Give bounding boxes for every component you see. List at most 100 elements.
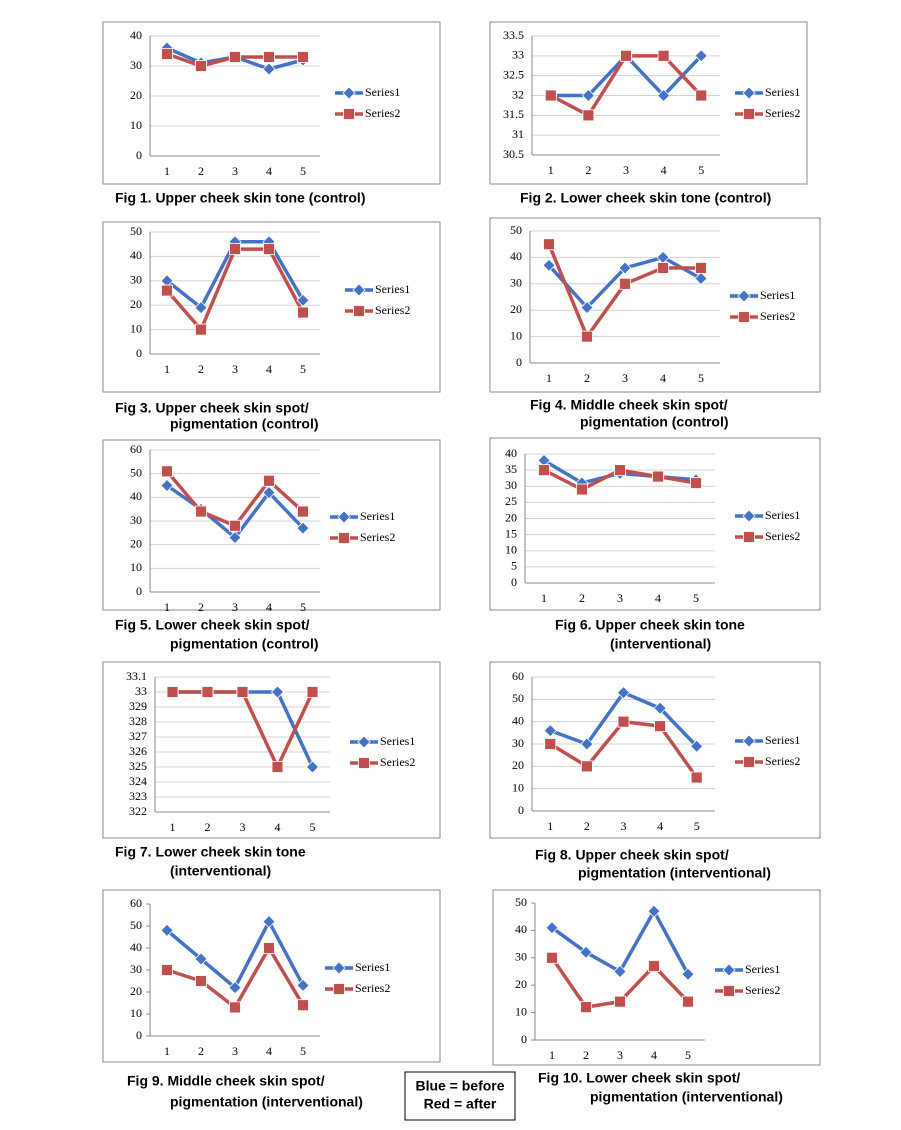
point [161,465,173,478]
caption: pigmentation (interventional) [170,1094,363,1110]
legend-marker [737,289,751,303]
caption: Fig 3. Upper cheek skin spot/ [115,400,309,416]
x-tick-label: 5 [698,163,704,177]
point [580,1001,592,1014]
y-tick-label: 0 [511,575,517,589]
y-tick-label: 20 [130,536,142,550]
legend-marker [352,283,366,297]
x-tick-label: 4 [660,371,666,385]
point [306,686,319,698]
point [653,701,667,715]
y-tick-label: 0 [136,148,142,162]
point [160,923,174,937]
legend-label: Series2 [365,106,400,120]
y-tick-label: 323 [129,789,147,803]
chart-frame [489,661,821,839]
legend-marker [742,734,756,748]
y-tick-label: 50 [512,691,524,705]
legend-marker [722,963,736,977]
legend-label: Series2 [360,530,395,544]
x-tick-label: 1 [549,1048,555,1062]
legend-marker [343,108,355,120]
point [296,978,310,992]
point [229,243,241,255]
point [263,243,275,255]
point [657,88,671,103]
legend-label: Series1 [355,960,390,974]
x-tick-label: 4 [275,820,281,834]
x-tick-label: 4 [266,600,272,614]
y-tick-label: 25 [505,494,517,508]
y-tick-label: 32.5 [503,67,524,81]
y-tick-label: 40 [130,28,142,42]
y-tick-label: 15 [505,526,517,540]
point [616,686,631,700]
x-tick-label: 3 [617,1048,623,1062]
y-tick-label: 0 [516,355,522,369]
x-tick-label: 3 [621,819,627,833]
y-tick-label: 30 [510,276,522,290]
point [194,952,208,966]
point [542,258,556,272]
caption: pigmentation (interventional) [590,1089,783,1105]
x-tick-label: 4 [266,1044,272,1058]
chart-frame [102,21,441,185]
y-tick-label: 60 [512,669,524,683]
point [647,904,661,918]
y-tick-label: 30 [512,736,524,750]
x-tick-label: 3 [232,164,238,178]
y-tick-label: 40 [510,249,522,263]
legend-label: Series2 [380,755,415,769]
x-tick-label: 1 [164,164,170,178]
point [195,323,207,336]
x-tick-label: 1 [170,820,176,834]
point [297,51,309,63]
point [263,474,275,487]
caption: Fig 1. Upper cheek skin tone (control) [115,190,365,206]
x-tick-label: 2 [584,371,590,385]
point [682,995,694,1008]
legend-marker [342,86,356,100]
x-tick-label: 5 [300,164,306,178]
y-tick-label: 0 [136,1028,142,1042]
point [271,761,284,773]
x-tick-label: 3 [232,1044,238,1058]
legend-marker [738,311,750,323]
point [619,277,631,290]
legend-marker [333,983,345,995]
y-tick-label: 10 [130,118,142,132]
x-tick-label: 3 [623,163,629,177]
legend-label: Series1 [375,282,410,296]
y-tick-label: 0 [136,584,142,598]
y-tick-label: 33.5 [503,28,524,42]
point [695,262,707,274]
y-tick-label: 30 [515,950,527,964]
legend-label: Series1 [745,962,780,976]
caption: Fig 8. Upper cheek skin spot/ [535,847,729,863]
point [161,48,173,60]
legend-marker [743,756,755,768]
x-tick-label: 2 [198,1044,204,1058]
point [160,478,174,493]
y-tick-label: 33.1 [126,669,147,683]
x-tick-label: 1 [546,371,552,385]
y-tick-label: 50 [130,465,142,479]
y-tick-label: 35 [505,462,517,476]
x-tick-label: 3 [232,362,238,376]
point [263,51,275,63]
y-tick-label: 5 [511,559,517,573]
y-tick-label: 31 [512,127,524,141]
y-tick-label: 325 [129,759,147,773]
y-tick-label: 329 [129,699,147,713]
x-tick-label: 2 [584,819,590,833]
chart-frame [489,437,821,611]
point [297,306,309,319]
point [195,975,207,987]
legend-label: Series2 [760,309,795,323]
x-tick-label: 2 [198,600,204,614]
x-tick-label: 4 [655,591,661,605]
y-tick-label: 20 [130,88,142,102]
point [543,238,555,251]
point [166,686,179,698]
